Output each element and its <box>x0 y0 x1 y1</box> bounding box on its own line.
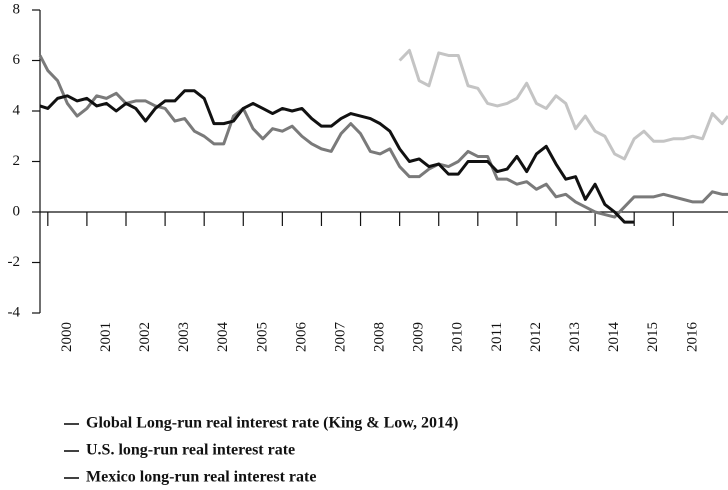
x-tick-label: 2015 <box>645 322 661 352</box>
x-tick-label: 2005 <box>254 322 270 352</box>
legend-label: U.S. long-run real interest rate <box>86 442 295 459</box>
x-tick-label: 2003 <box>176 322 192 352</box>
x-tick-label: 2009 <box>411 322 427 352</box>
y-tick-label: -2 <box>8 254 21 270</box>
legend-label: Mexico long-run real interest rate <box>86 469 316 486</box>
x-tick-label: 2008 <box>372 322 388 352</box>
y-tick-label: 0 <box>13 203 21 219</box>
x-tick-label: 2013 <box>567 322 583 352</box>
x-tick-label: 2002 <box>137 322 153 352</box>
y-tick-label: 6 <box>13 52 21 68</box>
series-line <box>398 48 728 161</box>
x-tick-label: 2001 <box>98 322 114 352</box>
legend-label: Global Long-run real interest rate (King… <box>86 415 458 432</box>
x-tick-label: 2004 <box>215 322 231 353</box>
y-tick-label: 4 <box>13 102 21 118</box>
x-tick-label: 2012 <box>528 322 544 352</box>
x-tick-label: 2006 <box>293 322 309 353</box>
y-tick-label: -4 <box>8 304 21 320</box>
series-line <box>39 89 635 224</box>
x-tick-label: 2016 <box>684 322 700 353</box>
x-tick-label: 2011 <box>489 322 505 351</box>
series-line <box>38 54 728 219</box>
x-tick-label: 2014 <box>606 322 622 353</box>
y-tick-label: 8 <box>13 1 21 17</box>
x-tick-label: 2000 <box>59 322 75 352</box>
y-tick-label: 2 <box>13 153 21 169</box>
x-tick-label: 2010 <box>450 322 466 352</box>
x-tick-label: 2007 <box>332 322 348 353</box>
